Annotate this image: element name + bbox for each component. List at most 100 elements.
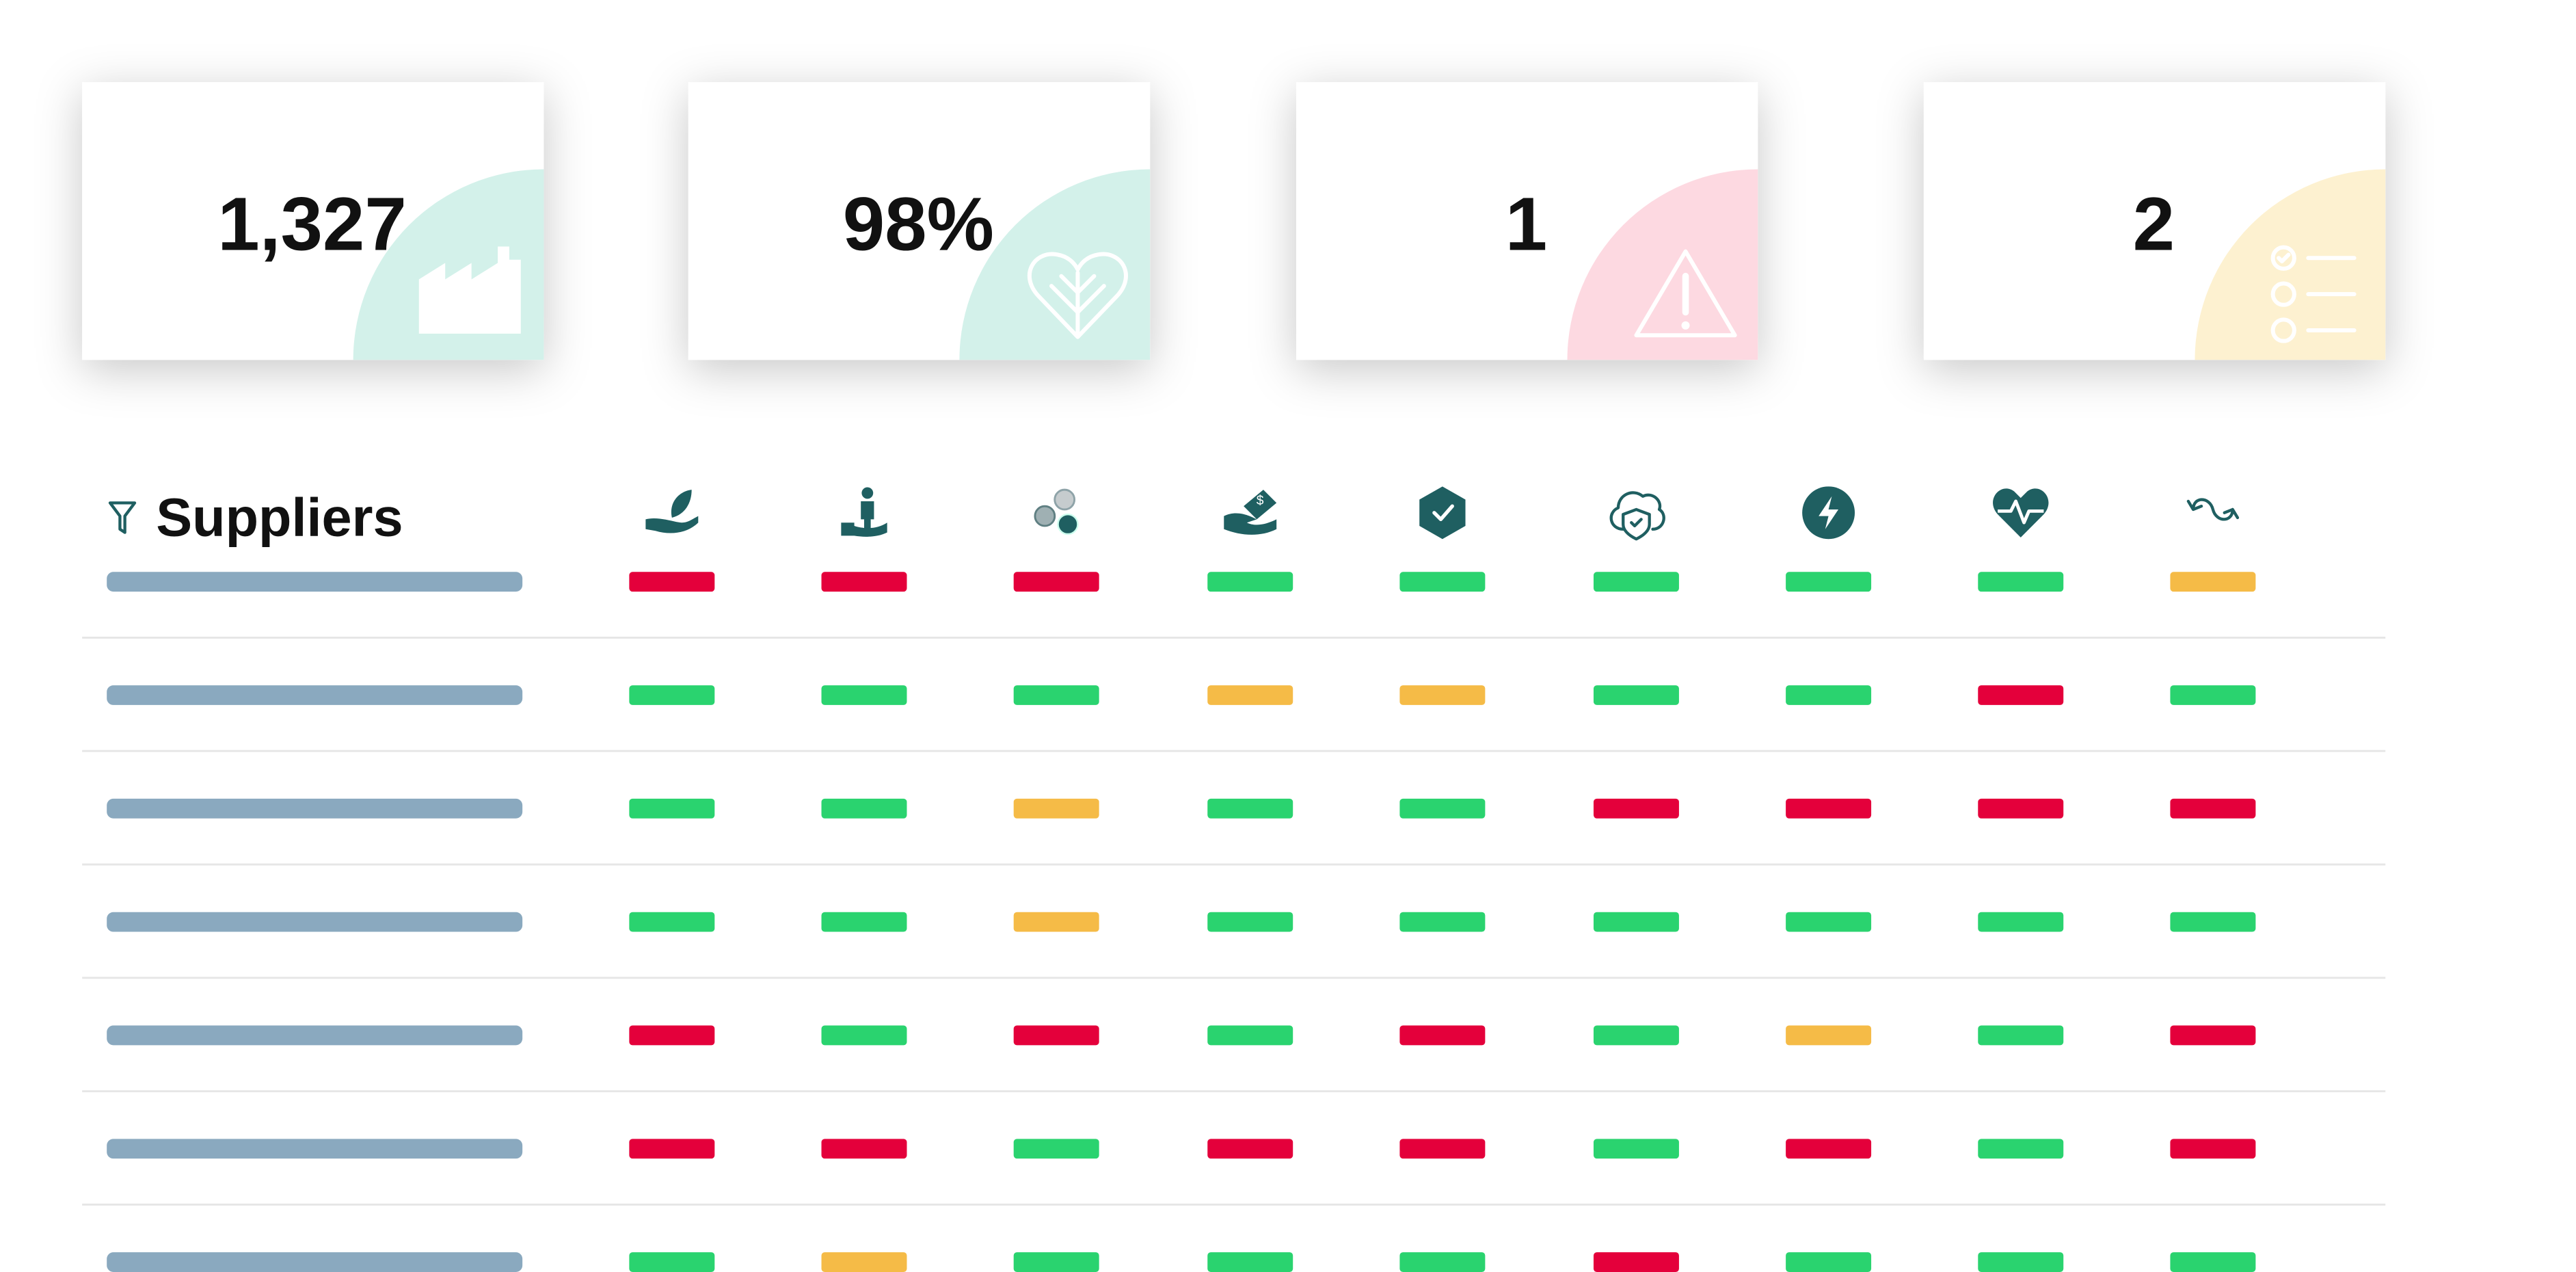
status-indicator [1207,1139,1293,1159]
status-indicator [1399,1025,1486,1046]
status-indicator [1786,1025,1872,1046]
summary-card[interactable]: 2 [1923,82,2576,551]
card-accent [1567,169,1758,360]
status-indicator [1399,685,1486,705]
status-indicator [1013,798,1099,819]
supplier-row[interactable] [82,1025,2386,1093]
supplier-name-placeholder [107,1252,523,1272]
status-indicator [1593,798,1679,819]
status-indicator [1593,912,1679,932]
heart-icon [1028,252,1128,339]
status-indicator [1013,1139,1099,1159]
health-icon[interactable] [1993,488,2049,538]
status-indicator [1786,1139,1872,1159]
supplier-name-placeholder [107,1139,523,1159]
supplier-row[interactable] [107,1252,2256,1272]
status-indicator [821,572,907,592]
status-indicator [821,1025,907,1046]
status-indicator [1978,798,2064,819]
supplier-name-placeholder [107,1025,523,1046]
status-indicator [1207,1252,1293,1272]
column-icons: $ [645,486,2240,541]
supplier-name-placeholder [107,572,523,592]
labour-icon[interactable] [841,487,887,537]
status-indicator [2170,1252,2256,1272]
materials-icon[interactable] [1034,488,1079,535]
finance-icon[interactable]: $ [1224,490,1277,535]
status-indicator [1207,798,1293,819]
status-indicator [629,572,715,592]
status-indicator [1207,1025,1293,1046]
card-icons [418,245,2357,343]
status-indicator [2170,685,2256,705]
status-indicator [1013,685,1099,705]
status-indicator [821,1252,907,1272]
supplier-row[interactable] [82,685,2386,752]
status-indicator [1593,1025,1679,1046]
status-indicator [1399,798,1486,819]
status-indicator [1399,1139,1486,1159]
status-indicator [1978,1025,2064,1046]
status-indicator [1786,1252,1872,1272]
status-indicator [1593,1252,1679,1272]
status-indicator [2170,1025,2256,1046]
status-indicator [1013,572,1099,592]
status-indicator [1013,912,1099,932]
filter-icon[interactable] [108,501,137,534]
card-accent [353,169,544,360]
card-accent [959,169,1151,360]
status-indicator [821,912,907,932]
status-indicator [821,1139,907,1159]
status-indicator [1786,572,1872,592]
supplier-name-placeholder [107,912,523,932]
card-value: 98% [843,182,994,266]
energy-icon[interactable] [1802,486,1855,540]
status-indicator [1593,572,1679,592]
summary-card[interactable]: 1,327 [82,82,734,551]
compliance-icon[interactable] [1419,486,1466,540]
status-indicator [1786,685,1872,705]
svg-text:$: $ [1257,494,1264,508]
status-indicator [629,1139,715,1159]
status-indicator [1978,912,2064,932]
summary-card[interactable]: 1 [1296,82,1948,551]
supplier-row[interactable] [82,798,2386,866]
supplier-row[interactable] [82,572,2386,639]
security-icon[interactable] [1609,491,1665,541]
status-indicator [2170,1139,2256,1159]
status-indicator [1399,912,1486,932]
status-indicator [1978,685,2064,705]
status-indicator [2170,572,2256,592]
status-indicator [2170,912,2256,932]
status-indicator [1399,572,1486,592]
status-indicator [1399,1252,1486,1272]
status-indicator [629,912,715,932]
card-accent [2195,169,2386,360]
sustainability-icon[interactable] [645,490,699,533]
factory-icon [418,246,521,334]
supplier-name-placeholder [107,685,523,705]
status-indicator [629,798,715,819]
status-indicator [1978,1139,2064,1159]
circularity-icon[interactable] [2186,498,2240,521]
supplier-row[interactable] [82,912,2386,979]
status-indicator [821,798,907,819]
summary-cards: 1,327 98% 1 2 [82,82,2576,551]
status-indicator [1593,1139,1679,1159]
summary-card[interactable]: 98% [688,82,1341,551]
status-indicator [1207,572,1293,592]
card-value: 1 [1505,182,1547,266]
checklist-icon [2270,245,2357,343]
status-indicator [1978,1252,2064,1272]
card-value: 1,327 [217,182,407,266]
supplier-row[interactable] [82,1139,2386,1206]
supplier-rows [82,572,2386,1272]
status-indicator [1593,685,1679,705]
card-value: 2 [2133,182,2175,266]
status-indicator [1207,912,1293,932]
status-indicator [821,685,907,705]
status-indicator [629,1025,715,1046]
status-indicator [1207,685,1293,705]
